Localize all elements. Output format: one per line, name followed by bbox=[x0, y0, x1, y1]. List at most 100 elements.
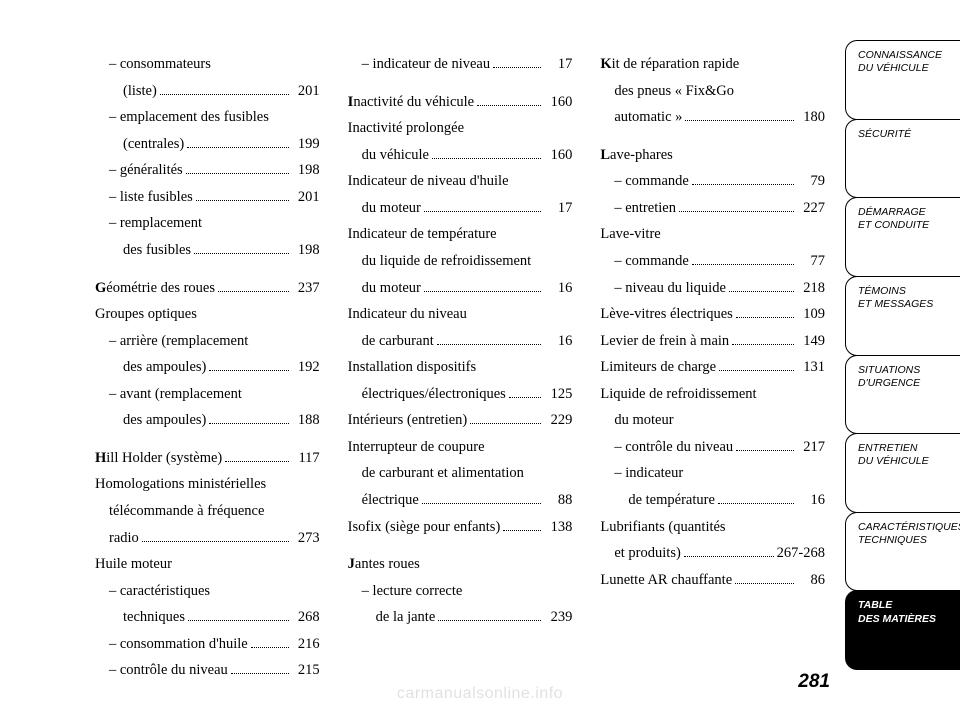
entry-label: télécommande à fréquence bbox=[109, 502, 264, 522]
entry-label: – emplacement des fusibles bbox=[109, 108, 269, 128]
section-tab[interactable]: CONNAISSANCEDU VÉHICULE bbox=[845, 40, 960, 120]
leader-dots bbox=[424, 200, 541, 212]
index-entry: électrique 88 bbox=[348, 491, 573, 511]
index-entry: – arrière (remplacement bbox=[95, 332, 320, 352]
entry-label: du liquide de refroidissement bbox=[362, 252, 532, 272]
index-entry: Lave-vitre bbox=[600, 225, 825, 245]
entry-page: 88 bbox=[544, 491, 572, 511]
index-entry: télécommande à fréquence bbox=[95, 502, 320, 522]
section-tab[interactable]: ENTRETIENDU VÉHICULE bbox=[845, 433, 960, 513]
leader-dots bbox=[437, 333, 542, 345]
entry-label: des ampoules) bbox=[123, 358, 206, 378]
entry-label: du véhicule bbox=[362, 146, 429, 166]
entry-label: Installation dispositifs bbox=[348, 358, 476, 378]
entry-page: 160 bbox=[544, 93, 572, 113]
tab-label-line1: CONNAISSANCE bbox=[858, 49, 952, 62]
leader-dots bbox=[218, 280, 289, 292]
entry-label: du moteur bbox=[614, 411, 673, 431]
entry-label: Liquide de refroidissement bbox=[600, 385, 756, 405]
side-tabs: CONNAISSANCEDU VÉHICULE SÉCURITÉ DÉMARRAGE… bbox=[845, 0, 960, 709]
entry-label: Huile moteur bbox=[95, 555, 172, 575]
leader-dots bbox=[684, 546, 774, 558]
entry-label: – commande bbox=[614, 172, 689, 192]
index-entry: de température16 bbox=[600, 491, 825, 511]
leader-dots bbox=[692, 253, 794, 265]
entry-label: Interrupteur de coupure bbox=[348, 438, 485, 458]
leader-dots bbox=[470, 413, 541, 425]
tab-label-line1: CARACTÉRISTIQUES bbox=[858, 521, 952, 534]
entry-page: 215 bbox=[292, 661, 320, 681]
leader-dots bbox=[735, 572, 794, 584]
section-tab[interactable]: DÉMARRAGEET CONDUITE bbox=[845, 197, 960, 277]
tab-label-line1: SÉCURITÉ bbox=[858, 128, 952, 141]
index-entry: Kit de réparation rapide bbox=[600, 55, 825, 75]
section-tab[interactable]: TÉMOINSET MESSAGES bbox=[845, 276, 960, 356]
entry-label: – généralités bbox=[109, 161, 183, 181]
entry-label: des ampoules) bbox=[123, 411, 206, 431]
entry-label: – remplacement bbox=[109, 214, 202, 234]
tab-label-line2: DU VÉHICULE bbox=[858, 62, 952, 75]
index-entry: (centrales)199 bbox=[95, 135, 320, 155]
tab-label-line1: TABLE bbox=[858, 599, 952, 612]
index-entry: de carburant et alimentation bbox=[348, 464, 573, 484]
tab-label-line1: SITUATIONS bbox=[858, 364, 952, 377]
index-entry: des pneus « Fix&Go bbox=[600, 82, 825, 102]
index-entry: – indicateur de niveau17 bbox=[348, 55, 573, 75]
index-entry: Isofix (siège pour enfants)138 bbox=[348, 518, 573, 538]
entry-page: 237 bbox=[292, 279, 320, 299]
leader-dots bbox=[736, 306, 794, 318]
entry-label: – indicateur bbox=[614, 464, 683, 484]
leader-dots bbox=[477, 94, 541, 106]
index-entry: Groupes optiques bbox=[95, 305, 320, 325]
index-entry: – commande79 bbox=[600, 172, 825, 192]
entry-label: des pneus « Fix&Go bbox=[614, 82, 734, 102]
entry-page: 227 bbox=[797, 199, 825, 219]
entry-page: 117 bbox=[292, 449, 320, 469]
tab-label-line2: DES MATIÈRES bbox=[858, 613, 952, 626]
entry-label: Indicateur de température bbox=[348, 225, 497, 245]
entry-label: du moteur bbox=[362, 279, 421, 299]
section-tab[interactable]: SITUATIONSD'URGENCE bbox=[845, 355, 960, 435]
entry-label: Lunette AR chauffante bbox=[600, 571, 732, 591]
index-entry: Homologations ministérielles bbox=[95, 475, 320, 495]
entry-page: 138 bbox=[544, 518, 572, 538]
index-entry: Géométrie des roues237 bbox=[95, 279, 320, 299]
index-entry: Levier de frein à main149 bbox=[600, 332, 825, 352]
entry-page: 16 bbox=[544, 332, 572, 352]
entry-label: – lecture correcte bbox=[362, 582, 463, 602]
index-entry: Huile moteur bbox=[95, 555, 320, 575]
leader-dots bbox=[503, 519, 541, 531]
index-entry: – consommation d'huile216 bbox=[95, 635, 320, 655]
entry-page: 201 bbox=[292, 188, 320, 208]
leader-dots bbox=[187, 136, 288, 148]
entry-page: 198 bbox=[292, 161, 320, 181]
index-entry: et produits)267-268 bbox=[600, 544, 825, 564]
index-column-1: – consommateurs(liste)201– emplacement d… bbox=[95, 55, 320, 689]
index-entry: Interrupteur de coupure bbox=[348, 438, 573, 458]
leader-dots bbox=[692, 174, 794, 186]
entry-label: électrique bbox=[362, 491, 419, 511]
section-tab[interactable]: SÉCURITÉ bbox=[845, 119, 960, 199]
entry-label: – commande bbox=[614, 252, 689, 272]
entry-label: Lubrifiants (quantités bbox=[600, 518, 725, 538]
index-entry: des fusibles198 bbox=[95, 241, 320, 261]
section-tab[interactable]: CARACTÉRISTIQUESTECHNIQUES bbox=[845, 512, 960, 592]
index-entry: – généralités 198 bbox=[95, 161, 320, 181]
entry-page: 216 bbox=[292, 635, 320, 655]
section-tab[interactable]: TABLEDES MATIÈRES bbox=[845, 590, 960, 670]
index-entry: automatic »180 bbox=[600, 108, 825, 128]
entry-label: Inactivité prolongée bbox=[348, 119, 464, 139]
index-column-3: Kit de réparation rapide des pneus « Fix&… bbox=[600, 55, 825, 689]
entry-page: 86 bbox=[797, 571, 825, 591]
entry-label: – indicateur de niveau bbox=[362, 55, 490, 75]
index-entry: – lecture correcte bbox=[348, 582, 573, 602]
index-entry: – commande77 bbox=[600, 252, 825, 272]
entry-label: Indicateur du niveau bbox=[348, 305, 467, 325]
entry-label: (centrales) bbox=[123, 135, 184, 155]
leader-dots bbox=[493, 56, 541, 68]
entry-label: – consommateurs bbox=[109, 55, 211, 75]
entry-page: 273 bbox=[292, 529, 320, 549]
entry-label: – niveau du liquide bbox=[614, 279, 726, 299]
leader-dots bbox=[160, 83, 289, 95]
index-entry: du liquide de refroidissement bbox=[348, 252, 573, 272]
